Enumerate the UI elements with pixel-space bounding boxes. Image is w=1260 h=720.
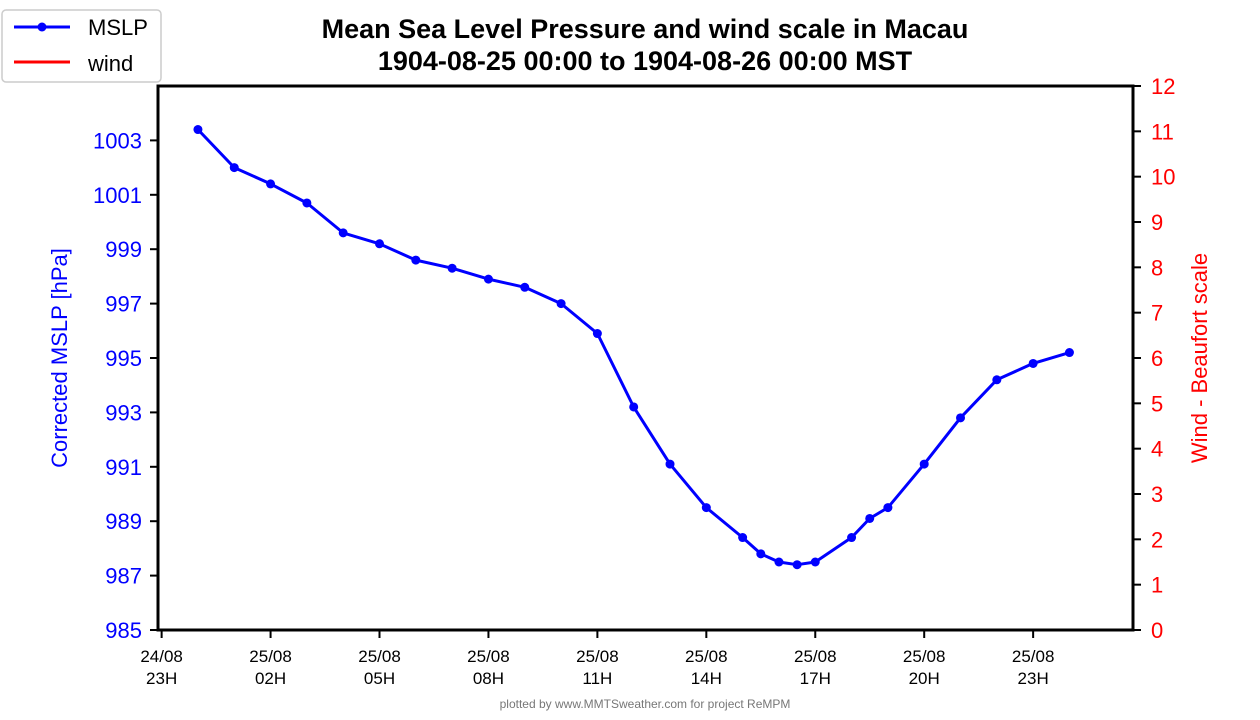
- x-tick-date-label: 24/08: [140, 647, 183, 666]
- mslp-point: [919, 459, 929, 469]
- x-tick-time-label: 05H: [364, 669, 395, 688]
- x-tick-time-label: 23H: [146, 669, 177, 688]
- legend-mslp-label: MSLP: [88, 15, 148, 40]
- right-tick-label: 7: [1151, 301, 1163, 326]
- credit-text: plotted by www.MMTSweather.com for proje…: [500, 697, 791, 711]
- left-tick-label: 991: [105, 455, 142, 480]
- left-axis-label: Corrected MSLP [hPa]: [47, 248, 72, 468]
- right-tick-label: 1: [1151, 573, 1163, 598]
- right-tick-label: 12: [1151, 74, 1175, 99]
- mslp-point: [883, 503, 893, 513]
- mslp-point: [266, 179, 276, 189]
- x-tick-date-label: 25/08: [249, 647, 292, 666]
- x-tick-date-label: 25/08: [467, 647, 510, 666]
- legend-wind-label: wind: [87, 51, 133, 76]
- right-tick-label: 10: [1151, 165, 1175, 190]
- x-tick-time-label: 11H: [582, 669, 612, 688]
- x-tick-date-label: 25/08: [576, 647, 619, 666]
- mslp-point: [520, 282, 530, 292]
- mslp-point: [1064, 348, 1074, 358]
- mslp-point: [1028, 358, 1038, 368]
- chart-subtitle: 1904-08-25 00:00 to 1904-08-26 00:00 MST: [378, 46, 913, 76]
- mslp-point: [865, 513, 875, 523]
- mslp-point: [411, 255, 421, 265]
- mslp-point: [774, 557, 784, 567]
- chart-title: Mean Sea Level Pressure and wind scale i…: [322, 14, 969, 44]
- left-tick-label: 995: [105, 346, 142, 371]
- x-tick-time-label: 14H: [691, 669, 722, 688]
- x-tick-time-label: 08H: [473, 669, 504, 688]
- right-tick-label: 2: [1151, 527, 1163, 552]
- x-tick-date-label: 25/08: [903, 647, 946, 666]
- right-tick-label: 9: [1151, 210, 1163, 235]
- x-tick-time-label: 20H: [909, 669, 940, 688]
- left-tick-label: 1003: [93, 128, 142, 153]
- mslp-point: [483, 274, 493, 284]
- mslp-point: [592, 329, 602, 339]
- x-tick-date-label: 25/08: [794, 647, 837, 666]
- mslp-point: [629, 402, 639, 412]
- right-tick-label: 6: [1151, 346, 1163, 371]
- right-tick-label: 4: [1151, 437, 1163, 462]
- left-tick-label: 997: [105, 292, 142, 317]
- mslp-point: [792, 560, 802, 570]
- right-axis-label: Wind - Beaufort scale: [1187, 253, 1212, 463]
- x-tick-date-label: 25/08: [358, 647, 401, 666]
- mslp-point: [302, 198, 312, 208]
- right-tick-label: 5: [1151, 391, 1163, 416]
- x-axis: 24/08 23H 25/08 02H 25/08 05H 25/08 08H 25/08 11H…: [140, 630, 1054, 688]
- mslp-point: [992, 375, 1002, 385]
- mslp-line: [196, 128, 1070, 567]
- mslp-point: [338, 228, 348, 238]
- left-tick-label: 985: [105, 618, 142, 643]
- left-tick-label: 989: [105, 509, 142, 534]
- mslp-point: [229, 163, 239, 173]
- left-tick-label: 987: [105, 564, 142, 589]
- mslp-point: [193, 125, 203, 135]
- x-tick-date-label: 25/08: [685, 647, 728, 666]
- plot-area: [156, 84, 1135, 632]
- right-tick-label: 3: [1151, 482, 1163, 507]
- mslp-point: [556, 299, 566, 309]
- right-tick-label: 0: [1151, 618, 1163, 643]
- x-tick-time-label: 17H: [800, 669, 831, 688]
- mslp-point: [375, 239, 385, 249]
- mslp-point: [701, 503, 711, 513]
- mslp-point: [756, 549, 766, 559]
- right-tick-label: 8: [1151, 255, 1163, 280]
- left-tick-label: 999: [105, 237, 142, 262]
- left-tick-label: 993: [105, 400, 142, 425]
- series-layer: [193, 125, 1074, 570]
- left-axis: 985 987 989 991 993 995 997 999 1001 1003: [93, 128, 158, 643]
- mslp-point: [956, 413, 966, 423]
- right-tick-label: 11: [1151, 119, 1174, 144]
- mslp-point: [738, 533, 748, 543]
- legend-mslp-marker: [37, 22, 47, 32]
- x-tick-time-label: 02H: [255, 669, 286, 688]
- legend: MSLP wind: [1, 9, 162, 83]
- left-tick-label: 1001: [93, 183, 142, 208]
- mslp-point: [847, 533, 857, 543]
- x-tick-date-label: 25/08: [1012, 647, 1055, 666]
- x-tick-time-label: 23H: [1018, 669, 1049, 688]
- mslp-point: [810, 557, 820, 567]
- mslp-point: [665, 459, 675, 469]
- mslp-point: [447, 263, 457, 273]
